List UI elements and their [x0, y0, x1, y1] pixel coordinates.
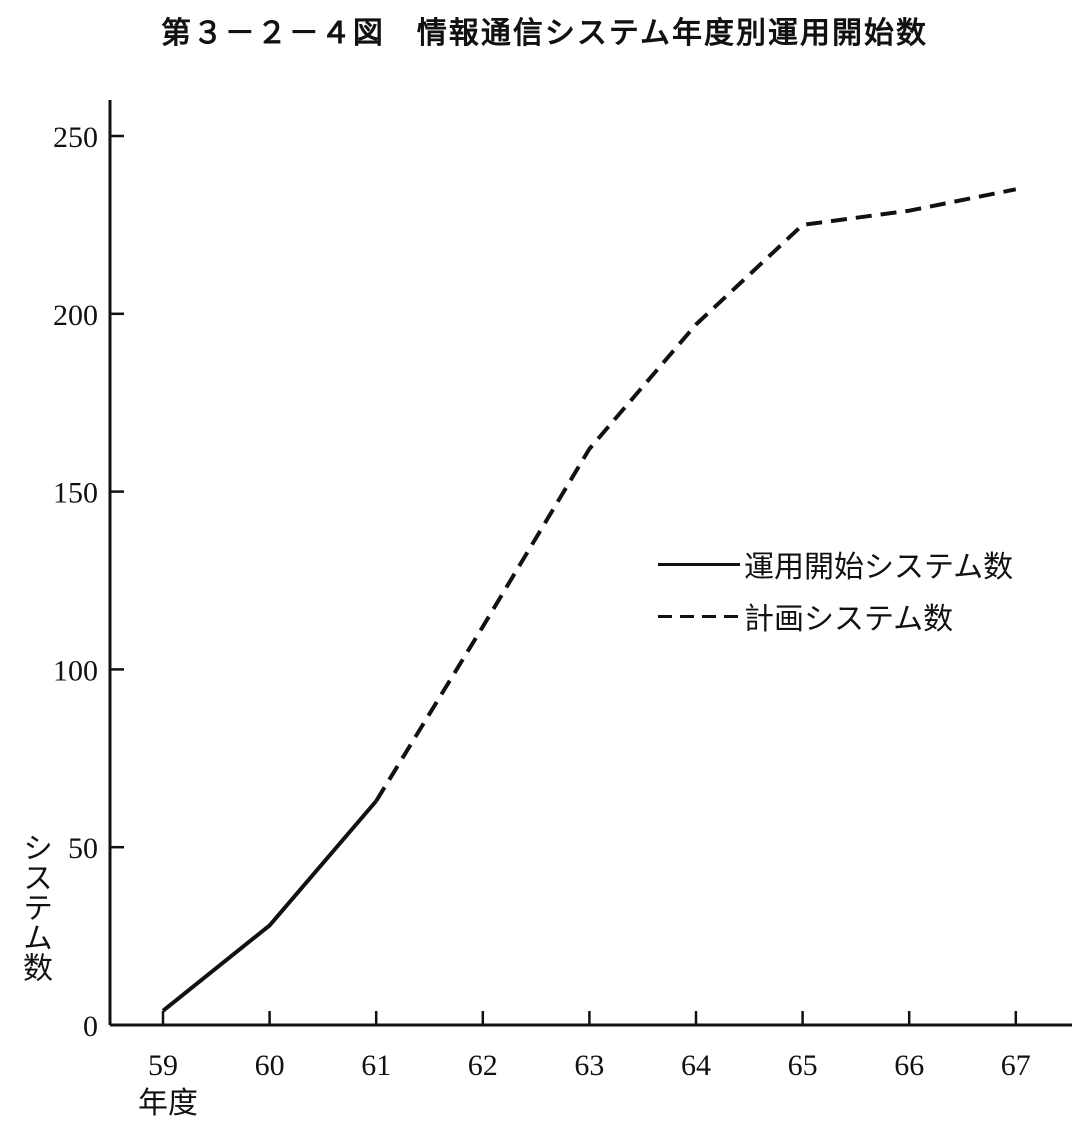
y-tick-label: 0 — [83, 1010, 98, 1043]
legend-item-actual: 運用開始システム数 — [658, 538, 1013, 590]
x-tick-label: 65 — [788, 1049, 818, 1082]
legend-label-actual: 運用開始システム数 — [744, 550, 1014, 585]
x-tick-label: 59 — [148, 1049, 178, 1082]
y-tick-label: 50 — [68, 832, 98, 865]
x-tick-label: 63 — [574, 1049, 604, 1082]
x-tick-label: 67 — [1001, 1049, 1031, 1082]
y-tick-label: 100 — [53, 654, 98, 687]
legend-item-planned: 計画システム数 — [658, 590, 1013, 642]
series-line-actual — [161, 799, 378, 1013]
x-tick-label: 60 — [255, 1049, 285, 1082]
y-axis-label: システム数 — [17, 832, 52, 982]
x-tick-label: 61 — [361, 1049, 391, 1082]
legend-label-planned: 計画システム数 — [744, 602, 954, 637]
x-tick-label: 64 — [681, 1049, 711, 1082]
chart-title: 第３－２－４図 情報通信システム年度別運用開始数 — [160, 16, 929, 51]
y-tick-label: 150 — [53, 477, 98, 510]
legend-swatch-dashed — [658, 615, 740, 618]
series-line-planned — [374, 187, 1017, 803]
y-tick-label: 250 — [53, 121, 98, 154]
y-tick-label: 200 — [53, 299, 98, 332]
x-tick-label: 62 — [468, 1049, 498, 1082]
legend-swatch-solid — [658, 563, 740, 566]
x-axis-unit-label: 年度 — [138, 1086, 198, 1121]
legend: 運用開始システム数 計画システム数 — [658, 538, 1013, 642]
x-tick-label: 66 — [894, 1049, 924, 1082]
